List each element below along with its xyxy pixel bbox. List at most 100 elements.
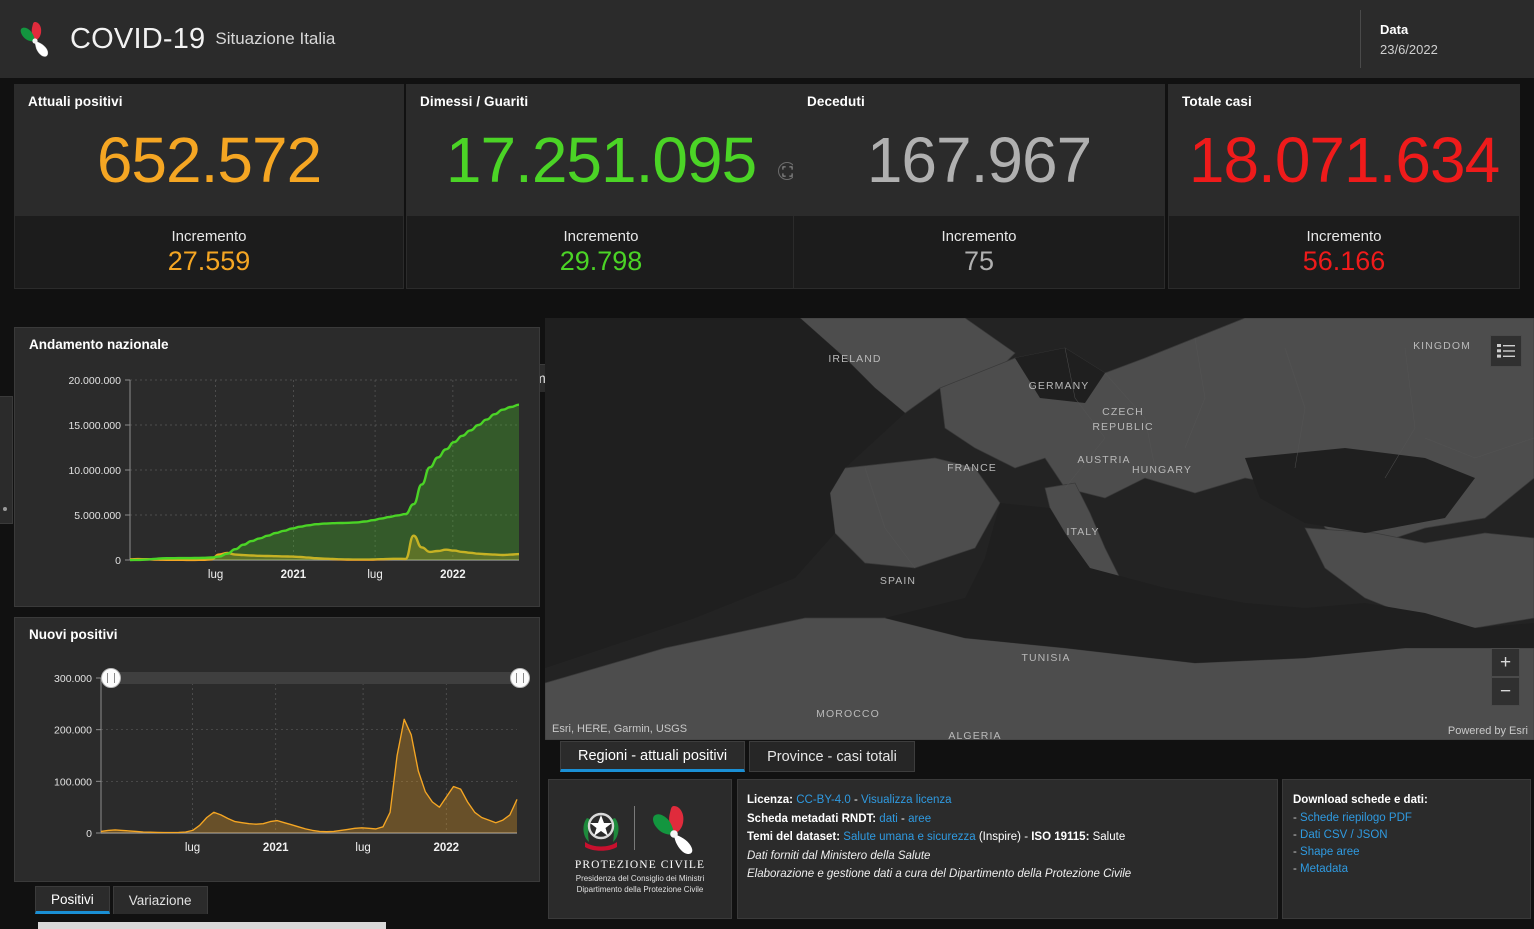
tab-regioni-attuali-positivi[interactable]: Regioni - attuali positivi: [560, 741, 746, 772]
download-link-csv-json[interactable]: Dati CSV / JSON: [1300, 829, 1388, 841]
range-slider-track[interactable]: [110, 672, 523, 684]
map-layer-tabs: Regioni - attuali positivi Province - ca…: [560, 741, 919, 772]
footer-logo-sub1: Presidenza del Consiglio dei Ministri: [575, 874, 705, 884]
footer-logo-name: PROTEZIONE CIVILE: [574, 859, 706, 872]
tab-positivi[interactable]: Positivi: [35, 886, 110, 914]
kpi-increment-block: Incremento 29.798: [407, 216, 795, 288]
kpi-increment-value: 27.559: [167, 245, 251, 276]
horizontal-scrollbar[interactable]: [38, 922, 386, 929]
chart-nuovi-positivi[interactable]: 0 100.000 200.000 300.000 lug 2021 lug 2022: [15, 644, 539, 873]
kpi-increment-value: 29.798: [559, 245, 643, 276]
svg-text:15.000.000: 15.000.000: [68, 420, 121, 432]
app-header: COVID-19 Situazione Italia Data 23/6/202…: [0, 0, 1534, 78]
italy-republic-emblem-icon: [582, 813, 619, 851]
license-processing-text: Elaborazione e gestione dati a cura del …: [747, 868, 1132, 880]
map-label-czech: CZECH: [1102, 406, 1144, 418]
map-zoom-in-button[interactable]: +: [1491, 648, 1520, 677]
chart1-svg: 0 5.000.000 10.000.000 15.000.000 20.000.000…: [68, 375, 520, 581]
kpi-title: Deceduti: [807, 94, 865, 109]
footer-logo-sub2: Dipartimento della Protezione Civile: [576, 885, 704, 894]
license-end-3: Salute: [1089, 831, 1126, 843]
kpi-card-attuali-positivi: Attuali positivi 652.572 Incremento 27.5…: [14, 84, 404, 289]
kpi-increment-label: Incremento: [171, 227, 247, 245]
range-slider-handle-left[interactable]: [101, 668, 121, 688]
chart-andamento-nazionale[interactable]: 0 5.000.000 10.000.000 15.000.000 20.000.000…: [15, 354, 539, 598]
tab-province-casi-totali[interactable]: Province - casi totali: [749, 741, 915, 772]
footer-emblems: [577, 802, 704, 855]
kpi-title: Dimessi / Guariti: [420, 94, 529, 109]
download-link-pdf[interactable]: Schede riepilogo PDF: [1300, 812, 1412, 824]
date-label: Data: [1380, 21, 1409, 37]
legend-list-glyph: [1497, 344, 1515, 358]
expand-arrows-glyph: [781, 165, 793, 177]
license-link-salute[interactable]: Salute umana e sicurezza: [843, 831, 976, 843]
map-label-kingdom: KINGDOM: [1413, 340, 1471, 352]
svg-text:2021: 2021: [263, 842, 289, 854]
map-label-hungary: HUNGARY: [1131, 464, 1193, 476]
license-link-ccby[interactable]: CC-BY-4.0: [796, 794, 851, 806]
map-europe[interactable]: KINGDOMIRELANDGERMANYCZECHREPUBLICBELARU…: [545, 318, 1534, 740]
svg-text:100.000: 100.000: [54, 776, 92, 788]
license-link-view[interactable]: Visualizza licenza: [861, 794, 952, 806]
kpi-increment-label: Incremento: [563, 227, 639, 245]
map-label-austria: AUSTRIA: [1077, 454, 1131, 466]
svg-text:lug: lug: [208, 569, 223, 581]
panel-andamento-nazionale: Andamento nazionale 0 5.000.000 10.000.000…: [14, 327, 540, 607]
kpi-row: Attuali positivi 652.572 Incremento 27.5…: [0, 80, 1534, 392]
license-line-1: Licenza: CC-BY-4.0 - Visualizza licenza: [747, 794, 1277, 806]
map-label-ireland: IRELAND: [828, 353, 882, 365]
license-line-4: Dati forniti dal Ministero della Salute: [747, 850, 1277, 862]
map-label-algeria: ALGERIA: [948, 730, 1002, 740]
chart-tabs-nuovi-positivi: Positivi Variazione: [35, 886, 211, 914]
downloads-title: Download schede e dati:: [1293, 794, 1428, 806]
license-mid-3: (Inspire) -: [975, 831, 1032, 843]
tab-variazione[interactable]: Variazione: [112, 886, 208, 914]
download-link-metadata[interactable]: Metadata: [1300, 863, 1348, 875]
license-label-1: Licenza:: [747, 794, 794, 806]
license-label-2: Scheda metadati RNDT:: [747, 812, 877, 825]
kpi-value: 18.071.634: [1188, 123, 1500, 196]
map-attribution-right: Powered by Esri: [1447, 725, 1528, 737]
license-iso-label: ISO 19115:: [1031, 831, 1090, 843]
kpi-card-deceduti: Deceduti 167.967 Incremento 75: [793, 84, 1165, 289]
kpi-card-totale-casi: Totale casi 18.071.634 Incremento 56.166: [1168, 84, 1520, 289]
svg-text:2022: 2022: [433, 842, 459, 854]
license-line-3: Temi del dataset: Salute umana e sicurez…: [747, 831, 1277, 843]
license-line-2: Scheda metadati RNDT: dati - aree: [747, 813, 1277, 825]
svg-text:lug: lug: [185, 842, 200, 854]
svg-text:lug: lug: [355, 842, 370, 854]
chart2-svg: 0 100.000 200.000 300.000 lug 2021 lug 2022: [54, 673, 518, 854]
kpi-title: Totale casi: [1182, 94, 1252, 109]
download-item-shape: - Shape aree: [1293, 846, 1360, 858]
svg-text:2022: 2022: [440, 569, 466, 581]
download-item-csv: - Dati CSV / JSON: [1293, 829, 1388, 841]
map-label-republic: REPUBLIC: [1092, 421, 1154, 433]
kpi-increment-value: 75: [963, 245, 995, 276]
date-value: 23/6/2022: [1380, 41, 1438, 57]
kpi-increment-value: 56.166: [1302, 245, 1386, 276]
legend-list-icon[interactable]: [1490, 335, 1522, 367]
svg-text:5.000.000: 5.000.000: [74, 510, 121, 522]
download-item-metadata: - Metadata: [1293, 863, 1348, 875]
map-zoom-out-button[interactable]: −: [1491, 677, 1520, 706]
map-label-morocco: MOROCCO: [816, 708, 880, 720]
svg-text:300.000: 300.000: [54, 673, 92, 685]
kpi-increment-label: Incremento: [941, 227, 1017, 245]
license-link-aree[interactable]: aree: [908, 812, 932, 825]
license-source-text: Dati forniti dal Ministero della Salute: [747, 849, 931, 862]
map-label-italy: ITALY: [1066, 526, 1100, 538]
kpi-title: Attuali positivi: [28, 94, 123, 109]
panel-title: Nuovi positivi: [29, 627, 118, 642]
license-sep-1: -: [850, 794, 861, 806]
license-sep-2: -: [897, 812, 909, 825]
protezione-civile-logo-icon: [20, 22, 49, 57]
download-link-shape[interactable]: Shape aree: [1300, 846, 1360, 858]
license-link-dati[interactable]: dati: [879, 812, 898, 825]
svg-text:0: 0: [86, 828, 92, 840]
collapsed-panel-edge[interactable]: [0, 396, 13, 524]
svg-text:10.000.000: 10.000.000: [68, 465, 121, 477]
kpi-increment-block: Incremento 56.166: [1169, 216, 1519, 288]
kpi-value: 17.251.095: [445, 123, 757, 196]
range-slider-handle-right[interactable]: [510, 668, 530, 688]
